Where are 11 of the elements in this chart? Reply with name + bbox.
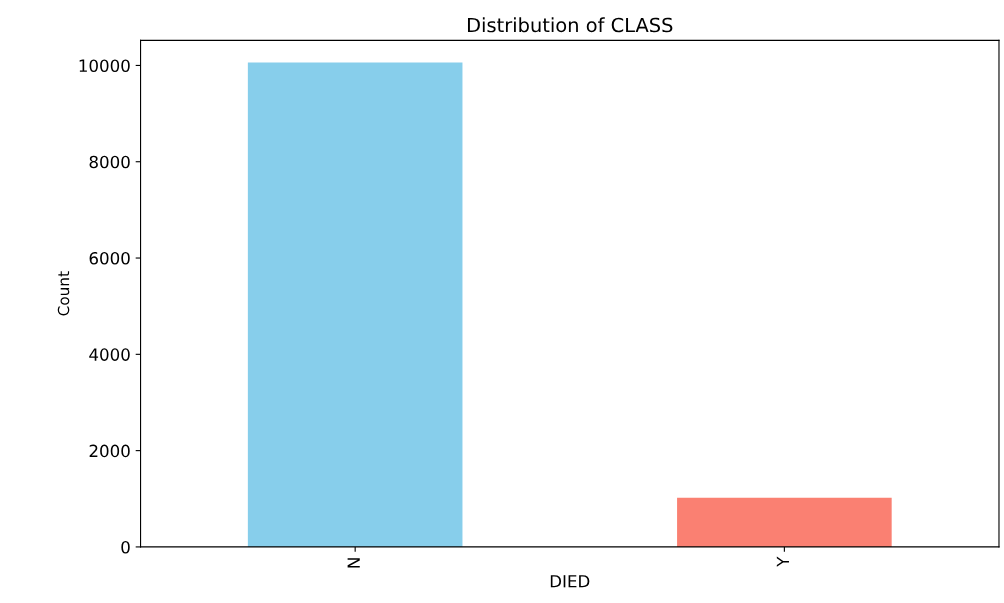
chart-title: Distribution of CLASS — [467, 17, 673, 33]
x-tick-label: Y — [776, 556, 789, 567]
y-tick-label: 4000 — [89, 348, 130, 361]
y-tick-label: 0 — [121, 540, 130, 554]
x-tick-label: N — [347, 558, 360, 568]
y-tick-label: 2000 — [89, 444, 130, 458]
x-axis-title: DIED — [550, 575, 590, 588]
y-axis-title: Count — [57, 271, 70, 316]
y-tick-label: 8000 — [89, 155, 130, 169]
y-tick-label: 10000 — [79, 59, 130, 73]
y-tick-label: 6000 — [89, 251, 130, 265]
